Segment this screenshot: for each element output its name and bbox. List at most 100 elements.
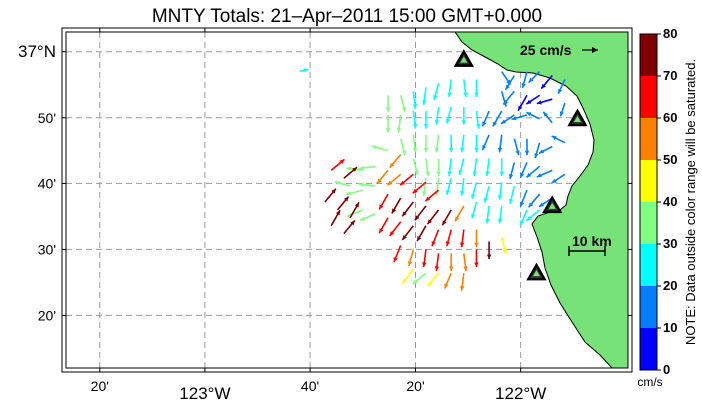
current-vector: [426, 272, 440, 287]
vector-head: [501, 119, 507, 124]
vector-head: [402, 211, 407, 217]
vector-head: [463, 92, 468, 98]
vector-head: [460, 147, 465, 153]
x-tick-label: 122°W: [495, 384, 546, 403]
current-vector: [497, 205, 503, 224]
current-vector: [483, 185, 490, 203]
current-vector: [343, 166, 358, 179]
vector-head: [524, 150, 530, 156]
vector-head: [423, 124, 429, 129]
vector-head: [511, 116, 517, 121]
land-mass: [454, 32, 628, 368]
vector-head: [449, 147, 454, 153]
vector-head: [400, 180, 405, 186]
current-vector: [445, 106, 452, 124]
current-vector: [504, 75, 516, 91]
current-vector: [433, 83, 440, 101]
vector-head: [412, 104, 418, 109]
x-tick-label: 40': [301, 378, 319, 394]
current-vector: [412, 91, 418, 109]
current-vector: [358, 182, 376, 187]
colorbar-block: [640, 160, 657, 202]
vector-head: [434, 119, 440, 125]
radar-station-marker-inner: [573, 115, 581, 122]
current-vector: [378, 193, 389, 210]
vector-head: [391, 208, 396, 214]
vector-head: [371, 145, 377, 150]
current-vector: [401, 225, 414, 241]
current-vector: [422, 178, 427, 196]
current-vector: [434, 134, 440, 153]
vector-head: [433, 94, 438, 100]
vector-head: [492, 121, 498, 127]
colorbar-tick-label: 70: [663, 68, 677, 83]
current-vector: [336, 196, 350, 211]
vector-head: [505, 84, 510, 90]
current-vector: [536, 169, 553, 178]
current-vector: [449, 134, 454, 153]
vector-head: [350, 220, 355, 226]
vector-head: [422, 100, 427, 105]
vector-head: [343, 196, 349, 202]
current-vector: [299, 68, 309, 73]
vector-head: [425, 196, 431, 202]
vector-head: [396, 127, 402, 133]
vector-head: [358, 182, 364, 187]
vector-head: [551, 136, 557, 141]
vector-head: [412, 147, 418, 153]
current-vector: [524, 138, 530, 156]
colorbar-blocks: [640, 34, 657, 370]
current-vector: [463, 253, 468, 272]
vector-head: [539, 202, 544, 207]
current-vector: [460, 134, 465, 153]
current-vector: [492, 110, 503, 127]
vector-head: [461, 120, 466, 125]
scale-bar: 10 km: [568, 233, 612, 256]
current-vector: [551, 173, 566, 184]
current-vector: [508, 162, 516, 180]
current-vector: [475, 110, 481, 129]
current-vector: [441, 209, 452, 226]
current-vector: [485, 205, 490, 224]
vector-head: [417, 236, 422, 242]
vector-head: [379, 228, 384, 234]
x-tick-label: 20': [406, 378, 424, 394]
current-vector: [460, 229, 465, 248]
vector-head: [541, 83, 546, 89]
current-vector: [422, 249, 427, 268]
current-vector: [434, 253, 440, 272]
current-vector: [426, 209, 440, 225]
vector-head: [528, 77, 534, 83]
vector-head: [331, 188, 336, 194]
vector-head: [497, 218, 503, 224]
map-title: MNTY Totals: 21–Apr–2011 15:00 GMT+0.000: [152, 6, 542, 27]
current-vector: [460, 273, 465, 291]
current-vector: [500, 237, 508, 255]
grid-lines: [66, 32, 628, 368]
colorbar-tick-label: 30: [663, 236, 677, 251]
vector-head: [475, 123, 481, 129]
vector-head: [412, 279, 418, 285]
vector-head: [474, 147, 479, 153]
vector-head: [412, 188, 418, 194]
vector-head: [460, 191, 465, 196]
colorbar-block: [640, 244, 657, 286]
vector-head: [518, 105, 523, 111]
current-vector: [528, 70, 541, 84]
current-vector: [396, 114, 402, 133]
vector-head: [536, 173, 542, 178]
vector-head: [442, 220, 447, 226]
vector-head: [503, 99, 508, 105]
vector-head: [360, 216, 366, 221]
vector-head: [445, 189, 451, 195]
radar-station-marker-inner: [532, 270, 540, 277]
vector-head: [431, 241, 436, 247]
vector-head: [303, 68, 309, 73]
vector-head: [526, 99, 532, 105]
colorbar-tick-label: 50: [663, 152, 677, 167]
vector-head: [520, 220, 525, 226]
colorbar-tick-label: 60: [663, 110, 677, 125]
current-vector: [393, 245, 402, 263]
vector-head: [463, 266, 468, 271]
colorbar-note: NOTE: Data outside color range will be s…: [683, 59, 698, 345]
